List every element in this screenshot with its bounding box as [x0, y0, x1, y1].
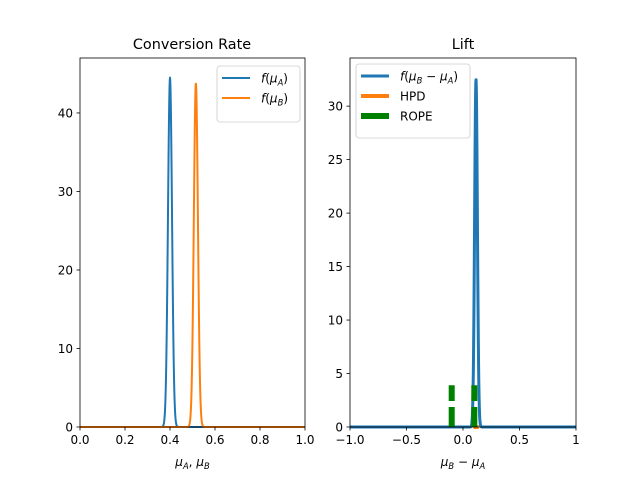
axes-frame: [349, 57, 577, 428]
x-tick-label: 0.2: [115, 433, 134, 447]
math-subscript: A: [277, 78, 284, 88]
legend-box: [355, 63, 471, 139]
y-tick-label: 5: [335, 367, 343, 381]
math-symbol: f: [261, 72, 267, 86]
ticks: 0.0 0.2 0.4 0.6 0.8 1.0 0 10 20 30 40: [58, 106, 315, 447]
math-symbol: f: [261, 92, 267, 106]
math-subscript: A: [182, 461, 189, 471]
axes-frame: [79, 57, 306, 428]
math-symbol: μ: [439, 70, 448, 84]
x-axis-label: μB​ − μA​: [440, 455, 486, 471]
legend: f(μB​ − μA​) HPD ROPE: [355, 63, 471, 139]
x-tick-label: 1.0: [295, 433, 314, 447]
math-text: (: [265, 72, 270, 86]
math-text: ): [453, 70, 458, 84]
legend-label-2: ROPE: [400, 110, 433, 124]
math-symbol: μ: [174, 455, 183, 469]
math-text: ): [283, 92, 288, 106]
math-subscript: B: [278, 98, 284, 108]
y-tick-label: 20: [328, 206, 343, 220]
y-tick-label: 30: [328, 99, 343, 113]
y-tick-label: 30: [58, 185, 73, 199]
x-tick-label: 0.5: [510, 433, 529, 447]
legend-label-0: f(μA​): [261, 72, 288, 88]
math-subscript: A: [447, 76, 454, 86]
math-text: (: [265, 92, 270, 106]
x-tick-label: 0.0: [70, 433, 89, 447]
y-tick-label: 20: [58, 263, 73, 277]
legend-label-0: f(μB​ − μA​): [400, 70, 458, 86]
y-tick-label: 10: [58, 342, 73, 356]
math-symbol: μ: [408, 70, 417, 84]
math-symbol: μ: [440, 455, 449, 469]
y-tick-label: 25: [328, 153, 343, 167]
y-tick-label: 0: [335, 420, 343, 434]
math-subscript: A: [478, 461, 485, 471]
x-tick-label: 0.6: [205, 433, 224, 447]
math-symbol: μ: [471, 455, 480, 469]
x-tick-label: −1.0: [335, 433, 364, 447]
math-subscript: B: [417, 76, 423, 86]
y-tick-label: 15: [328, 260, 343, 274]
math-symbol: μ: [195, 455, 204, 469]
x-axis-label-text: μA​, μB​: [174, 455, 210, 471]
x-tick-label: −0.5: [392, 433, 421, 447]
math-subscript: B: [204, 461, 210, 471]
legend-label-1: HPD: [400, 90, 426, 104]
math-subscript: B: [448, 461, 454, 471]
math-symbol: μ: [269, 92, 278, 106]
conversion-rate-panel: Conversion Rate μA​, μB​ 0.0 0.2 0.4 0.6 0.8…: [58, 37, 315, 471]
y-tick-label: 0: [65, 420, 73, 434]
y-tick-label: 40: [58, 106, 73, 120]
legend: f(μA​) f(μB​): [216, 65, 301, 123]
x-tick-label: 0.8: [250, 433, 269, 447]
math-symbol: μ: [269, 72, 278, 86]
x-axis-label-text: μB​ − μA​: [440, 455, 486, 471]
legend-label-1: f(μB​): [261, 92, 288, 108]
chart-title: Lift: [452, 37, 475, 53]
chart-title: Conversion Rate: [133, 37, 251, 53]
math-symbol: f: [400, 70, 406, 84]
lift-panel: Lift μB​ − μA​ −1.0−0.50.00.510510152025…: [328, 37, 580, 471]
legend-box: [216, 65, 301, 123]
math-text: ): [283, 72, 288, 86]
math-text: (: [404, 70, 409, 84]
x-axis-label: μA​, μB​: [174, 455, 210, 471]
x-tick-label: 0.4: [160, 433, 179, 447]
math-text: −: [422, 70, 440, 84]
y-tick-label: 10: [328, 313, 343, 327]
math-text: −: [454, 455, 472, 469]
math-text: ,: [189, 455, 197, 469]
x-tick-label: 0.0: [453, 433, 472, 447]
x-tick-label: 1: [572, 433, 580, 447]
